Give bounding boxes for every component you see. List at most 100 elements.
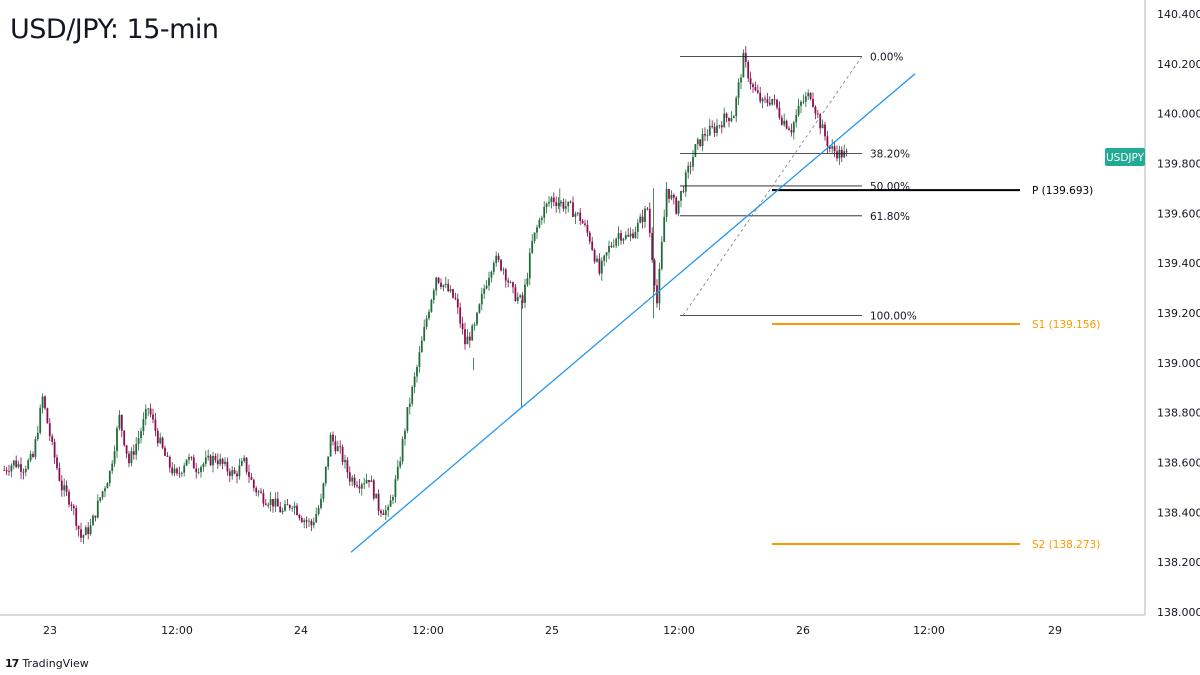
pivot-levels[interactable]: P (139.693) S1 (139.156) S2 (138.273)	[772, 185, 1100, 551]
candle-body	[180, 472, 183, 474]
candle-body	[264, 503, 267, 505]
candle-body	[286, 504, 289, 506]
candle-body	[161, 437, 164, 448]
time-tick-label: 25	[545, 624, 559, 637]
price-tick-label: 139.400	[1157, 257, 1200, 270]
candle-body	[267, 504, 270, 506]
candle-body	[320, 498, 322, 509]
candle-body	[807, 92, 810, 97]
candle-body	[176, 468, 178, 474]
candle-body	[164, 447, 166, 456]
time-tick-label: 12:00	[913, 624, 945, 637]
candle-body	[720, 125, 723, 128]
time-tick-label: 26	[796, 624, 810, 637]
candle-body	[370, 480, 373, 483]
candle-body	[329, 434, 332, 457]
candle-body	[183, 465, 186, 473]
time-tick-label: 23	[43, 624, 57, 637]
candle-body	[406, 407, 409, 431]
candle-body	[250, 476, 253, 480]
candle-body	[660, 241, 663, 269]
candle-body	[788, 128, 790, 130]
candle-body	[504, 269, 507, 281]
candle-body	[824, 124, 826, 137]
candle-body	[411, 386, 414, 404]
fibonacci-retracement[interactable]: 0.00%38.20%50.00%61.80%100.00%	[680, 51, 917, 322]
candle-body	[363, 483, 366, 485]
candle-body	[795, 115, 798, 123]
time-tick-label: 12:00	[161, 624, 193, 637]
candle-body	[502, 269, 505, 271]
candle-body	[226, 461, 229, 472]
candle-body	[560, 201, 562, 204]
candle-body	[327, 456, 330, 467]
candle-body	[12, 460, 15, 466]
candle-body	[219, 458, 222, 465]
candle-body	[608, 245, 610, 253]
support-label: S2 (138.273)	[1032, 539, 1100, 551]
candle-body	[46, 408, 49, 424]
candle-body	[593, 250, 596, 262]
candle-body	[243, 457, 246, 462]
candle-body	[248, 471, 250, 477]
candle-body	[298, 514, 301, 519]
candle-body	[843, 151, 846, 158]
candle-body	[476, 312, 478, 325]
price-tick-label: 140.000	[1157, 108, 1200, 121]
candle-body	[166, 455, 169, 457]
candle-body	[56, 457, 58, 469]
candle-body	[728, 117, 730, 122]
trendline[interactable]	[350, 73, 916, 553]
candle-body	[252, 479, 255, 488]
candle-body	[430, 300, 433, 312]
candle-body	[377, 493, 380, 511]
candle-body	[27, 460, 30, 469]
candle-body	[104, 488, 106, 492]
symbol-tag[interactable]: USDJPY	[1105, 148, 1145, 166]
price-tick-label: 138.400	[1157, 506, 1200, 519]
candle-body	[123, 430, 126, 446]
candle-body	[656, 285, 658, 304]
candle-body	[468, 336, 471, 341]
price-axis[interactable]: 140.400 140.200 140.000 139.800 139.600 139.4…	[1157, 8, 1200, 619]
candle-body	[452, 289, 454, 298]
candle-body	[207, 455, 210, 458]
candle-body	[797, 105, 800, 116]
candle-body	[108, 470, 111, 484]
candle-body	[380, 510, 382, 514]
candle-body	[624, 235, 627, 239]
candle-body	[665, 188, 668, 217]
price-tick-label: 139.800	[1157, 158, 1200, 171]
candle-body	[29, 453, 32, 461]
time-axis[interactable]: 23 12:00 24 12:00 25 12:00 26 12:00 29	[43, 624, 1062, 637]
candle-body	[288, 505, 291, 509]
candle-body	[404, 430, 406, 439]
candle-body	[524, 284, 526, 303]
candle-body	[540, 217, 543, 220]
candle-body	[641, 216, 644, 223]
candle-body	[84, 527, 87, 536]
candle-body	[845, 151, 848, 153]
candle-body	[632, 233, 634, 238]
candle-body	[308, 520, 310, 522]
candle-body	[68, 491, 70, 505]
support-label: S1 (139.156)	[1032, 319, 1100, 331]
candle-body	[802, 101, 805, 103]
candle-body	[629, 233, 632, 237]
candle-body	[620, 233, 622, 241]
candle-body	[473, 324, 476, 326]
candle-body	[334, 441, 337, 452]
candle-body	[732, 116, 735, 119]
candle-body	[735, 97, 738, 117]
candle-body	[41, 396, 44, 408]
candle-body	[341, 446, 344, 463]
candle-body	[310, 520, 313, 526]
candle-body	[639, 216, 642, 223]
candle-body	[168, 456, 171, 468]
candle-body	[192, 457, 195, 469]
candle-body	[336, 446, 339, 452]
candle-body	[135, 443, 138, 455]
candle-body	[682, 190, 685, 192]
brand[interactable]: 𝟭𝟳 TradingView	[5, 657, 89, 670]
candle-body	[814, 106, 817, 114]
